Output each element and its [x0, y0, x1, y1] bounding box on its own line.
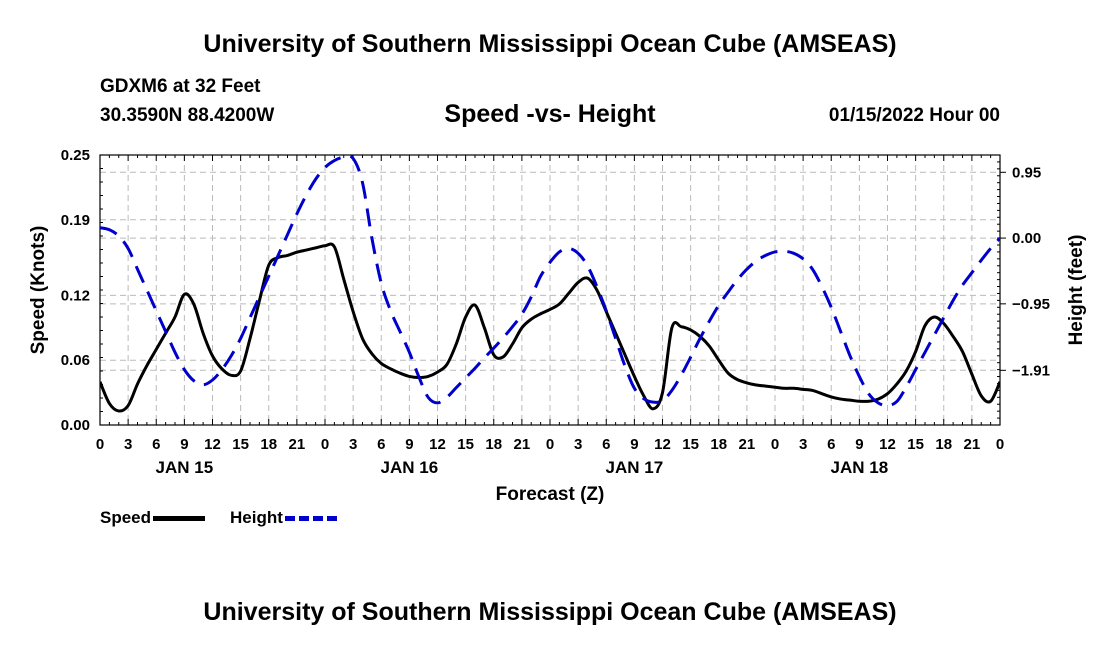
x-tick-label: 21	[739, 436, 756, 453]
x-tick-label: 12	[879, 436, 896, 453]
x-tick-label: 9	[630, 436, 638, 453]
y-tick-label: 0.00	[61, 417, 90, 434]
day-label: JAN 15	[156, 458, 214, 477]
y-tick-label: 0.25	[61, 147, 90, 164]
y-axis-label: Speed (Knots)	[28, 226, 49, 355]
x-tick-label: 21	[289, 436, 306, 453]
x-tick-label: 3	[124, 436, 132, 453]
series-speed-line	[100, 242, 1000, 413]
x-tick-label: 3	[799, 436, 807, 453]
legend-speed-label: Speed	[100, 508, 152, 527]
day-label: JAN 18	[831, 458, 889, 477]
footer-title: University of Southern Mississippi Ocean…	[203, 598, 897, 626]
x-tick-label: 9	[405, 436, 413, 453]
x-tick-label: 0	[996, 436, 1004, 453]
y2-tick-label: 0.00	[1012, 230, 1041, 247]
x-tick-label: 18	[260, 436, 277, 453]
x-tick-label: 18	[710, 436, 727, 453]
x-tick-label: 21	[514, 436, 531, 453]
x-tick-label: 9	[180, 436, 188, 453]
x-tick-label: 15	[907, 436, 924, 453]
legend-speed-swatch	[153, 515, 206, 521]
x-tick-label: 3	[349, 436, 357, 453]
y2-tick-label: −0.95	[1012, 296, 1050, 313]
x-tick-label: 6	[602, 436, 610, 453]
y2-tick-label: 0.95	[1012, 164, 1041, 181]
y-tick-label: 0.06	[61, 352, 90, 369]
x-tick-label: 18	[485, 436, 502, 453]
series-height-line	[100, 155, 1000, 408]
x-tick-label: 6	[827, 436, 835, 453]
x-tick-label: 6	[377, 436, 385, 453]
legend-height-label: Height	[230, 508, 283, 527]
x-tick-label: 0	[321, 436, 329, 453]
x-tick-label: 0	[771, 436, 779, 453]
day-label: JAN 17	[606, 458, 664, 477]
y2-axis-label: Height (feet)	[1066, 235, 1087, 346]
x-axis-label: Forecast (Z)	[496, 484, 605, 505]
x-tick-label: 12	[429, 436, 446, 453]
x-tick-label: 18	[935, 436, 952, 453]
y-tick-label: 0.12	[61, 287, 90, 304]
x-tick-label: 15	[682, 436, 699, 453]
x-tick-label: 9	[855, 436, 863, 453]
y2-tick-label: −1.91	[1012, 362, 1050, 379]
chart-datetime: 01/15/2022 Hour 00	[828, 105, 1000, 126]
station-coordinates: 30.3590N 88.4200W	[100, 105, 275, 126]
x-tick-label: 12	[654, 436, 671, 453]
legend-speed: Speed	[100, 508, 206, 528]
x-tick-label: 21	[964, 436, 981, 453]
main-title: University of Southern Mississippi Ocean…	[203, 30, 897, 58]
day-label: JAN 16	[381, 458, 439, 477]
x-tick-label: 12	[204, 436, 221, 453]
x-tick-label: 3	[574, 436, 582, 453]
x-tick-label: 0	[96, 436, 104, 453]
chart-title: Speed -vs- Height	[444, 100, 656, 128]
y-tick-label: 0.19	[61, 212, 90, 229]
x-tick-label: 0	[546, 436, 554, 453]
station-name: GDXM6 at 32 Feet	[100, 76, 261, 97]
x-tick-label: 15	[457, 436, 474, 453]
x-tick-label: 6	[152, 436, 160, 453]
legend-height: Height	[230, 508, 337, 528]
x-tick-label: 15	[232, 436, 249, 453]
legend-height-swatch	[284, 515, 337, 521]
